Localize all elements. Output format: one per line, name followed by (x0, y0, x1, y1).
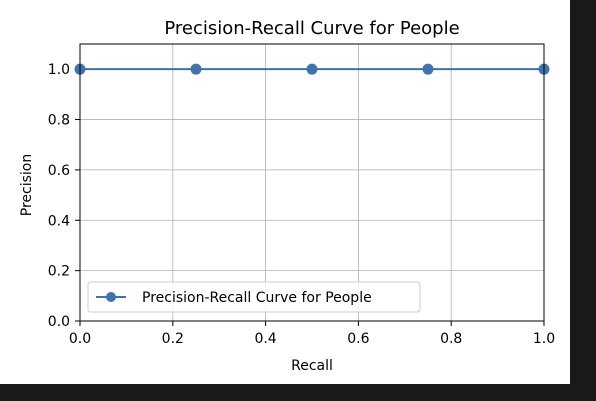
x-axis-label: Recall (291, 358, 333, 374)
y-tick-label: 0.2 (48, 264, 70, 280)
data-point (422, 63, 434, 75)
x-tick-label: 0.2 (162, 331, 184, 347)
y-tick-label: 1.0 (48, 62, 70, 78)
legend-marker-swatch (106, 292, 116, 302)
window-edge-right (570, 0, 596, 401)
x-tick-label: 0.6 (347, 331, 369, 347)
data-point (190, 63, 202, 75)
figure-canvas (0, 0, 570, 384)
legend-box (87, 281, 421, 313)
y-axis-label: Precision (19, 154, 35, 216)
legend: Precision-Recall Curve for People (87, 281, 421, 313)
y-tick-label: 0.0 (48, 314, 70, 330)
window-edge-bottom (0, 384, 596, 401)
y-tick-label: 0.4 (48, 213, 70, 229)
chart-title: Precision-Recall Curve for People (164, 18, 459, 39)
axis-ticks: 0.0 0.2 0.4 0.6 0.8 1.0 0.0 0.2 0.4 0.6 0.8 1.0 (48, 62, 555, 347)
y-tick-label: 0.6 (48, 163, 70, 179)
data-point (306, 63, 318, 75)
y-tick-label: 0.8 (48, 113, 70, 129)
x-tick-label: 0.4 (254, 331, 276, 347)
x-tick-label: 1.0 (533, 331, 555, 347)
series-layer (74, 63, 550, 75)
x-tick-label: 0.0 (69, 331, 91, 347)
legend-entry-label: Precision-Recall Curve for People (142, 290, 372, 306)
x-tick-label: 0.8 (440, 331, 462, 347)
grid-lines (79, 44, 545, 322)
plot-frame (79, 43, 545, 322)
